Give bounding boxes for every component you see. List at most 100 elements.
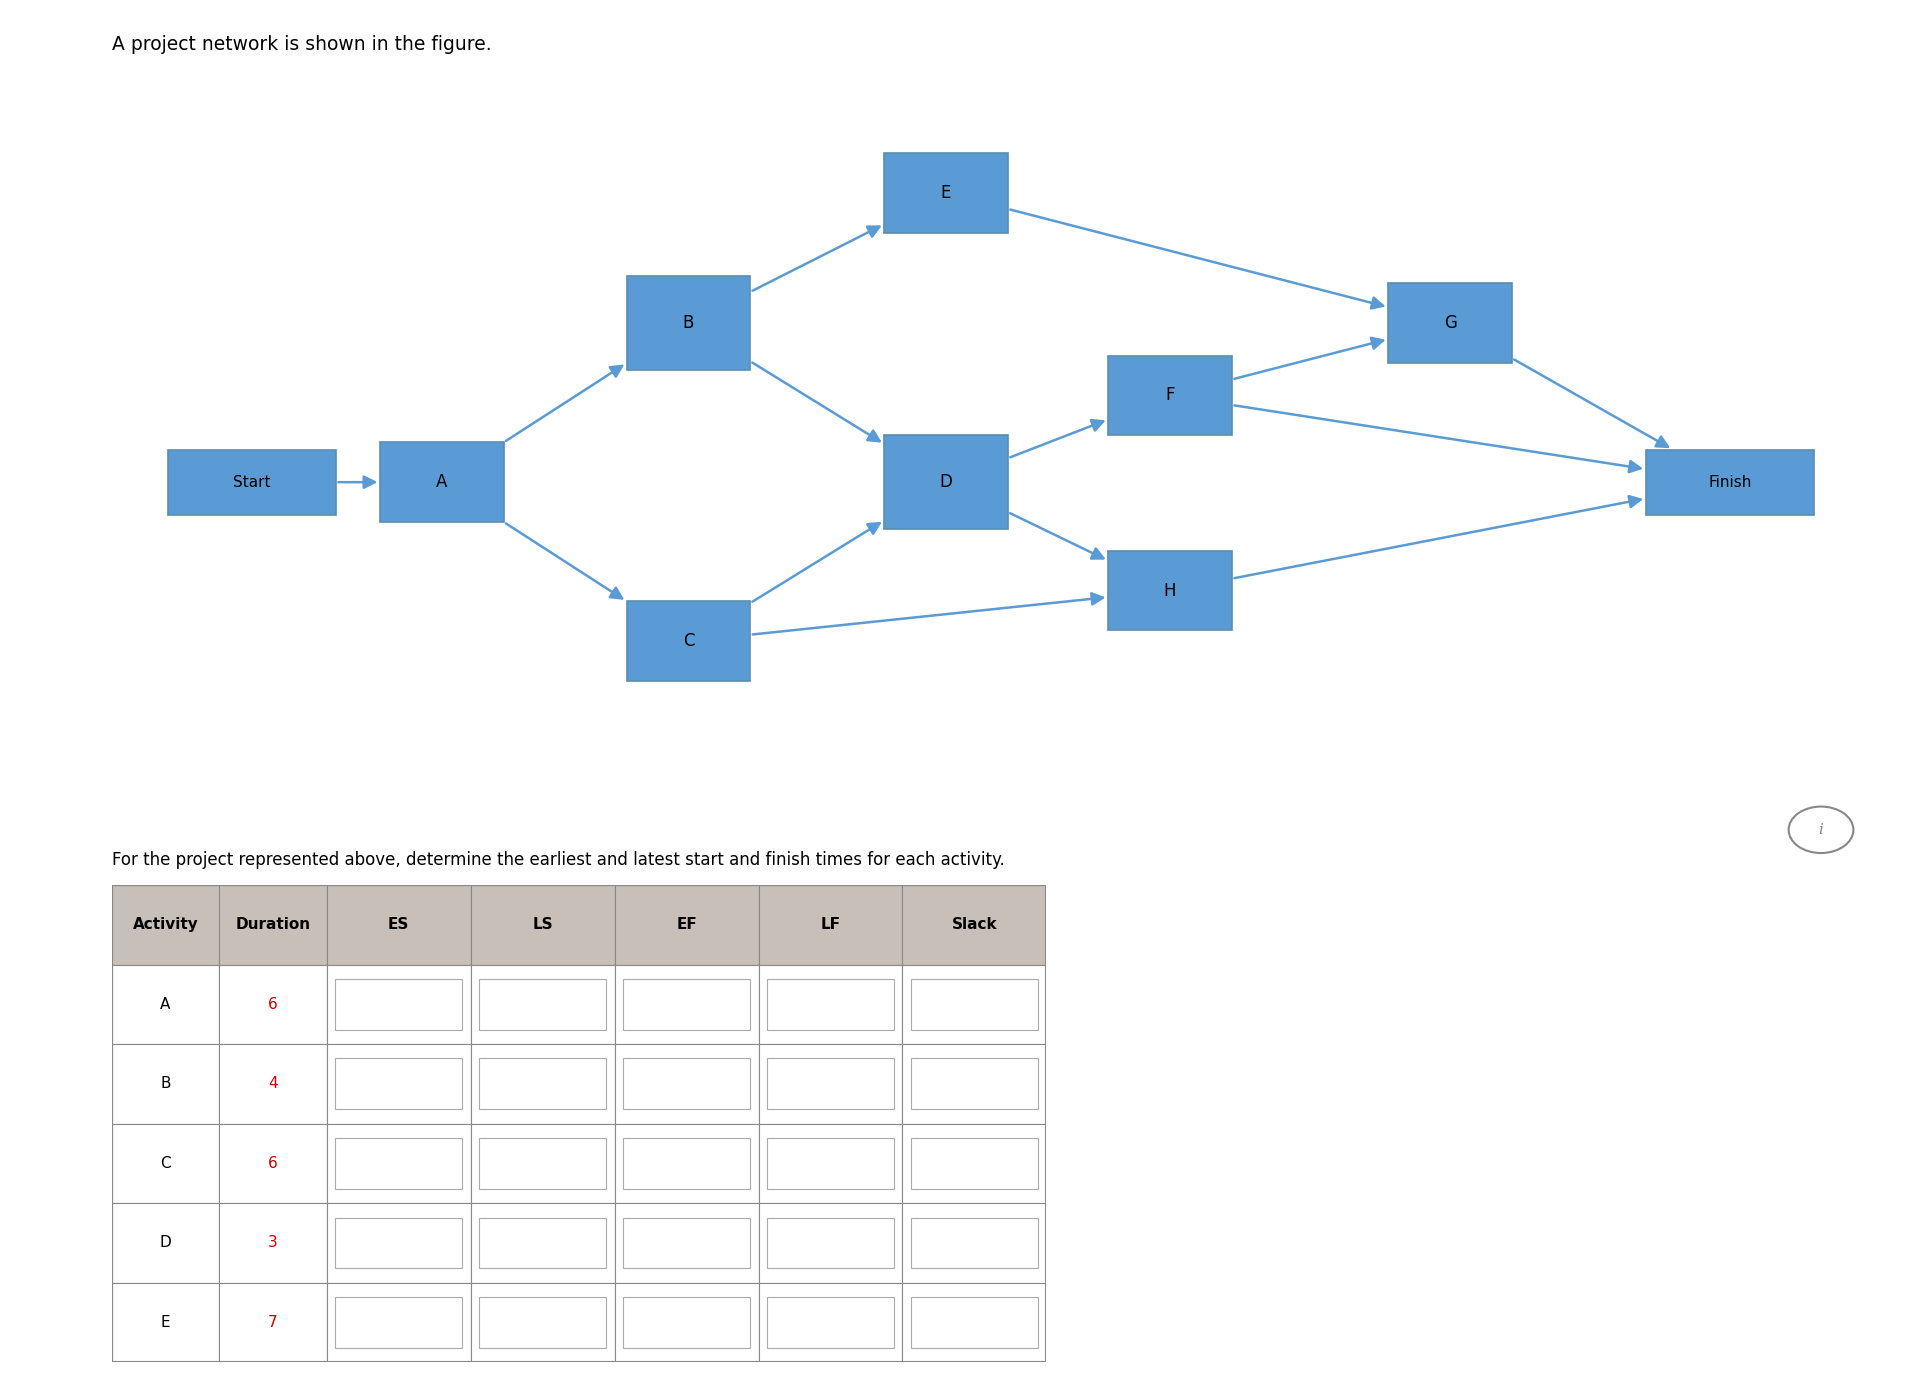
Text: E: E (160, 1315, 170, 1330)
Text: B: B (682, 314, 694, 332)
FancyBboxPatch shape (911, 1138, 1039, 1189)
FancyBboxPatch shape (112, 1123, 220, 1203)
FancyBboxPatch shape (470, 1283, 615, 1362)
Text: F: F (1166, 386, 1175, 404)
Text: Start: Start (233, 474, 270, 490)
FancyBboxPatch shape (759, 1283, 902, 1362)
FancyBboxPatch shape (884, 436, 1008, 530)
FancyBboxPatch shape (220, 1044, 328, 1123)
Text: i: i (1819, 823, 1823, 837)
Text: For the project represented above, determine the earliest and latest start and f: For the project represented above, deter… (112, 851, 1004, 869)
FancyBboxPatch shape (759, 965, 902, 1044)
FancyBboxPatch shape (902, 1283, 1046, 1362)
FancyBboxPatch shape (615, 885, 759, 965)
FancyBboxPatch shape (328, 885, 470, 965)
FancyBboxPatch shape (767, 979, 894, 1030)
FancyBboxPatch shape (112, 885, 220, 965)
FancyBboxPatch shape (112, 1283, 220, 1362)
FancyBboxPatch shape (480, 1138, 605, 1189)
FancyBboxPatch shape (902, 965, 1046, 1044)
FancyBboxPatch shape (759, 1203, 902, 1283)
Text: 4: 4 (268, 1076, 277, 1091)
Text: E: E (940, 184, 952, 202)
FancyBboxPatch shape (220, 1203, 328, 1283)
FancyBboxPatch shape (335, 1058, 462, 1109)
FancyBboxPatch shape (470, 1123, 615, 1203)
Text: 7: 7 (268, 1315, 277, 1330)
Text: B: B (160, 1076, 172, 1091)
FancyBboxPatch shape (884, 154, 1008, 232)
FancyBboxPatch shape (470, 885, 615, 965)
FancyBboxPatch shape (767, 1058, 894, 1109)
FancyBboxPatch shape (480, 1297, 605, 1348)
FancyBboxPatch shape (328, 1044, 470, 1123)
Text: D: D (160, 1235, 172, 1250)
Text: D: D (940, 473, 952, 491)
Text: G: G (1443, 314, 1457, 332)
FancyBboxPatch shape (112, 1044, 220, 1123)
FancyBboxPatch shape (767, 1138, 894, 1189)
Text: EF: EF (676, 917, 698, 932)
FancyBboxPatch shape (335, 979, 462, 1030)
Text: H: H (1164, 582, 1175, 600)
FancyBboxPatch shape (328, 965, 470, 1044)
FancyBboxPatch shape (112, 1203, 220, 1283)
FancyBboxPatch shape (470, 965, 615, 1044)
FancyBboxPatch shape (220, 885, 328, 965)
Text: Duration: Duration (235, 917, 310, 932)
FancyBboxPatch shape (470, 1044, 615, 1123)
FancyBboxPatch shape (622, 1217, 750, 1268)
FancyBboxPatch shape (626, 602, 750, 680)
FancyBboxPatch shape (220, 1283, 328, 1362)
FancyBboxPatch shape (902, 1203, 1046, 1283)
Text: A: A (160, 997, 172, 1012)
FancyBboxPatch shape (328, 1283, 470, 1362)
Text: 6: 6 (268, 1156, 277, 1171)
FancyBboxPatch shape (1646, 449, 1813, 514)
Text: LF: LF (821, 917, 840, 932)
FancyBboxPatch shape (911, 1058, 1039, 1109)
FancyBboxPatch shape (911, 1297, 1039, 1348)
FancyBboxPatch shape (335, 1138, 462, 1189)
FancyBboxPatch shape (622, 1138, 750, 1189)
FancyBboxPatch shape (480, 1058, 605, 1109)
FancyBboxPatch shape (168, 449, 335, 514)
FancyBboxPatch shape (335, 1217, 462, 1268)
FancyBboxPatch shape (902, 1123, 1046, 1203)
Text: C: C (682, 632, 694, 650)
FancyBboxPatch shape (480, 979, 605, 1030)
FancyBboxPatch shape (615, 1044, 759, 1123)
Text: ES: ES (387, 917, 409, 932)
FancyBboxPatch shape (220, 1123, 328, 1203)
FancyBboxPatch shape (615, 1203, 759, 1283)
FancyBboxPatch shape (626, 277, 750, 371)
FancyBboxPatch shape (112, 965, 220, 1044)
FancyBboxPatch shape (220, 965, 328, 1044)
Text: Activity: Activity (133, 917, 198, 932)
FancyBboxPatch shape (622, 1058, 750, 1109)
FancyBboxPatch shape (759, 1123, 902, 1203)
Text: Finish: Finish (1709, 474, 1752, 490)
FancyBboxPatch shape (615, 1123, 759, 1203)
FancyBboxPatch shape (767, 1297, 894, 1348)
Text: A: A (436, 473, 447, 491)
FancyBboxPatch shape (622, 979, 750, 1030)
FancyBboxPatch shape (759, 885, 902, 965)
FancyBboxPatch shape (902, 885, 1046, 965)
Text: 6: 6 (268, 997, 277, 1012)
FancyBboxPatch shape (622, 1297, 750, 1348)
FancyBboxPatch shape (615, 965, 759, 1044)
FancyBboxPatch shape (1108, 550, 1231, 631)
Text: C: C (160, 1156, 172, 1171)
FancyBboxPatch shape (759, 1044, 902, 1123)
Text: 3: 3 (268, 1235, 277, 1250)
FancyBboxPatch shape (480, 1217, 605, 1268)
FancyBboxPatch shape (911, 979, 1039, 1030)
FancyBboxPatch shape (328, 1123, 470, 1203)
Text: Slack: Slack (952, 917, 996, 932)
Text: A project network is shown in the figure.: A project network is shown in the figure… (112, 35, 491, 54)
FancyBboxPatch shape (1389, 284, 1511, 362)
FancyBboxPatch shape (902, 1044, 1046, 1123)
FancyBboxPatch shape (380, 443, 503, 521)
FancyBboxPatch shape (335, 1297, 462, 1348)
